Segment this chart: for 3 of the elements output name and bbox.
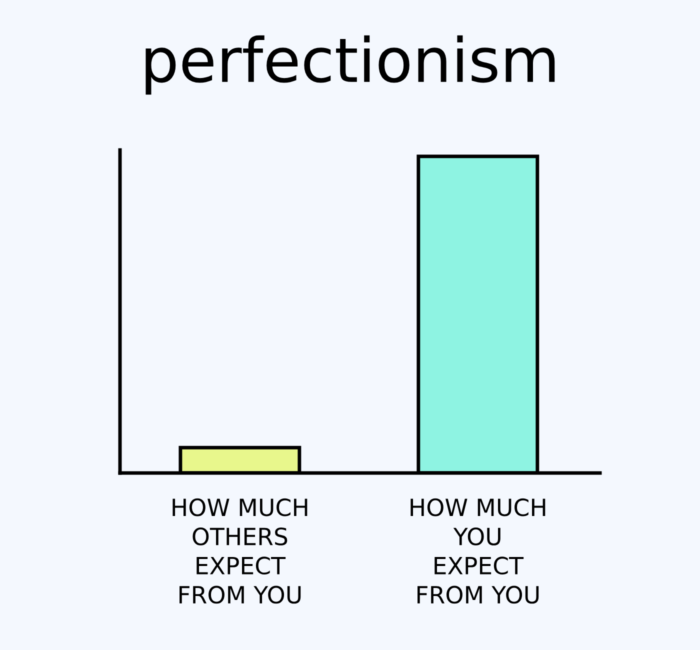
x-tick-label: HOW MUCH YOU EXPECT FROM YOU [410, 498, 546, 604]
chart-title: perfectionism [146, 35, 555, 95]
x-tick-label: HOW MUCH OTHERS EXPECT FROM YOU [172, 498, 308, 604]
